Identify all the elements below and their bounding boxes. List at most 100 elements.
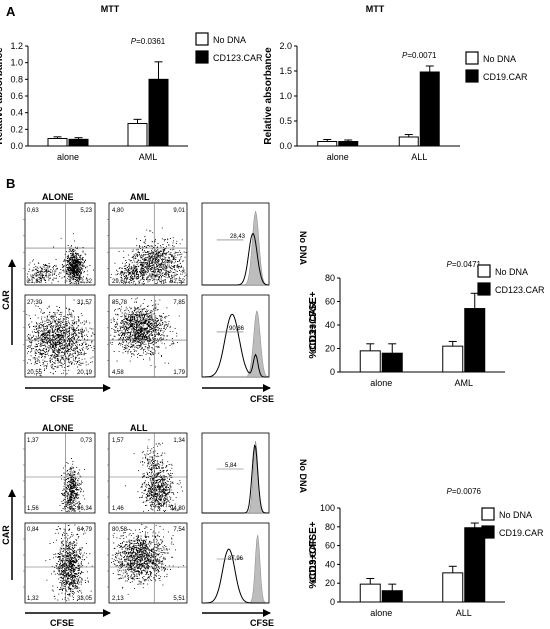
legend-label: No DNA — [213, 35, 246, 45]
x-tick-label: ALL — [456, 608, 472, 618]
legend-label: No DNA — [499, 510, 532, 520]
col-label-aml: AML — [130, 192, 150, 202]
y-axis-label: Relative absorbance — [0, 47, 5, 145]
hist-value: 28,43 — [230, 234, 246, 240]
dot-cloud — [111, 524, 184, 595]
x-tick-label: alone — [327, 152, 349, 162]
cfse-hist-axis-label: CFSE — [250, 394, 274, 404]
hist-line — [202, 313, 269, 378]
bar — [317, 141, 338, 147]
quad-ur: 5,23 — [80, 208, 92, 214]
bar — [359, 583, 381, 603]
histogram-nodna — [201, 432, 270, 514]
dot-cloud — [26, 233, 94, 285]
bar — [442, 572, 464, 603]
y-tick-label: 0.4 — [10, 108, 23, 118]
legend-swatch — [477, 264, 491, 278]
hist-filled — [202, 309, 270, 378]
legend-label: CD123.CAR — [495, 285, 545, 295]
histogram-car — [201, 522, 270, 604]
y-tick-label: 20 — [325, 344, 335, 354]
bar — [359, 350, 381, 373]
quad-lr: 62,52 — [170, 279, 186, 285]
y-tick-label: 0.0 — [10, 141, 23, 151]
quad-ul: 85,78 — [112, 300, 128, 306]
bar-chart-1: 0.0 0.2 0.4 0.6 0.8 1.0 1.2 Relative absorbance… — [0, 4, 263, 162]
car-axis-label: CAR — [1, 525, 11, 545]
y-tick-label: 20 — [325, 578, 335, 588]
dotplot-all-car — [107, 522, 188, 604]
quad-ll: 1,32 — [27, 596, 39, 602]
bar — [148, 78, 169, 147]
quad-lr: 1,79 — [173, 370, 185, 376]
y-tick-label: 1.5 — [279, 66, 292, 76]
quad-ur: 31,57 — [77, 300, 93, 306]
plot-frame — [24, 202, 96, 286]
quad-ur: 64,79 — [77, 527, 93, 533]
bar-charts: 0.0 0.2 0.4 0.6 0.8 1.0 1.2 Relative absorbance… — [0, 4, 545, 618]
quad-ll: 21,83 — [27, 279, 43, 285]
legend-swatch — [477, 282, 491, 296]
x-tick-label: alone — [370, 608, 392, 618]
hist-line — [202, 444, 269, 514]
quad-lr: 72,32 — [77, 279, 93, 285]
bar — [338, 141, 359, 147]
dotplot-alone-car — [23, 522, 96, 604]
quad-lr: 94,80 — [170, 506, 186, 512]
legend-swatch — [195, 32, 209, 46]
bar — [464, 308, 486, 373]
y-tick-label: 60 — [325, 541, 335, 551]
legend-label: CD19.CAR — [499, 528, 544, 538]
chart-title: MTT — [366, 4, 385, 14]
y-tick-label: 0 — [330, 597, 335, 607]
plot-frame — [108, 432, 188, 514]
bar — [419, 71, 440, 147]
hist-line — [202, 548, 269, 604]
quad-lr: 96,34 — [77, 506, 93, 512]
plot-frame — [24, 432, 96, 514]
construct-label: CD123.CAR — [308, 301, 318, 352]
quad-ll: 2,13 — [112, 596, 124, 602]
quad-ll: 20,55 — [27, 370, 43, 376]
chart-title: MTT — [101, 4, 120, 14]
quad-ul: 27,30 — [27, 300, 43, 306]
dotplot-all-nodna — [107, 432, 188, 514]
x-tick-label: alone — [57, 152, 79, 162]
quad-ur: 7,85 — [173, 300, 185, 306]
quad-ll: 1,46 — [112, 506, 124, 512]
dotplot-aml-nodna — [107, 202, 188, 286]
legend-swatch — [481, 525, 495, 539]
dotplot-aml-car — [107, 294, 188, 378]
col-label-alone-bottom: ALONE — [42, 423, 74, 433]
x-tick-label: AML — [139, 152, 158, 162]
side-label-no-dna-bottom: No DNA — [298, 459, 308, 493]
x-tick-label: alone — [370, 378, 392, 388]
p-value-annotation: P=0.0361 — [131, 37, 166, 46]
y-tick-label: 0.5 — [279, 116, 292, 126]
y-tick-label: 0.0 — [279, 141, 292, 151]
y-tick-label: 0.8 — [10, 74, 23, 84]
x-tick-label: ALL — [411, 152, 427, 162]
y-tick-label: 0 — [330, 367, 335, 377]
cfse-hist-axis-label: CFSE — [250, 618, 274, 628]
bar — [381, 590, 403, 603]
bar — [47, 138, 68, 147]
quad-ul: 0,84 — [27, 527, 39, 533]
y-tick-label: 40 — [325, 320, 335, 330]
legend-label: No DNA — [495, 267, 528, 277]
y-tick-label: 80 — [325, 273, 335, 283]
legend-label: No DNA — [483, 54, 516, 64]
dot-cloud — [110, 297, 180, 368]
bar — [442, 345, 464, 373]
y-tick-label: 2.0 — [279, 41, 292, 51]
legend-label: CD19.CAR — [483, 72, 528, 82]
y-tick-label: 0.2 — [10, 124, 23, 134]
plot-frame — [24, 522, 96, 604]
y-axis-label: Relative absorbance — [263, 47, 274, 145]
col-label-all: ALL — [130, 423, 148, 433]
cfse-axis-label: CFSE — [50, 618, 74, 628]
plot-frame — [108, 294, 188, 378]
bar — [381, 352, 403, 373]
y-tick-label: 1.0 — [279, 91, 292, 101]
